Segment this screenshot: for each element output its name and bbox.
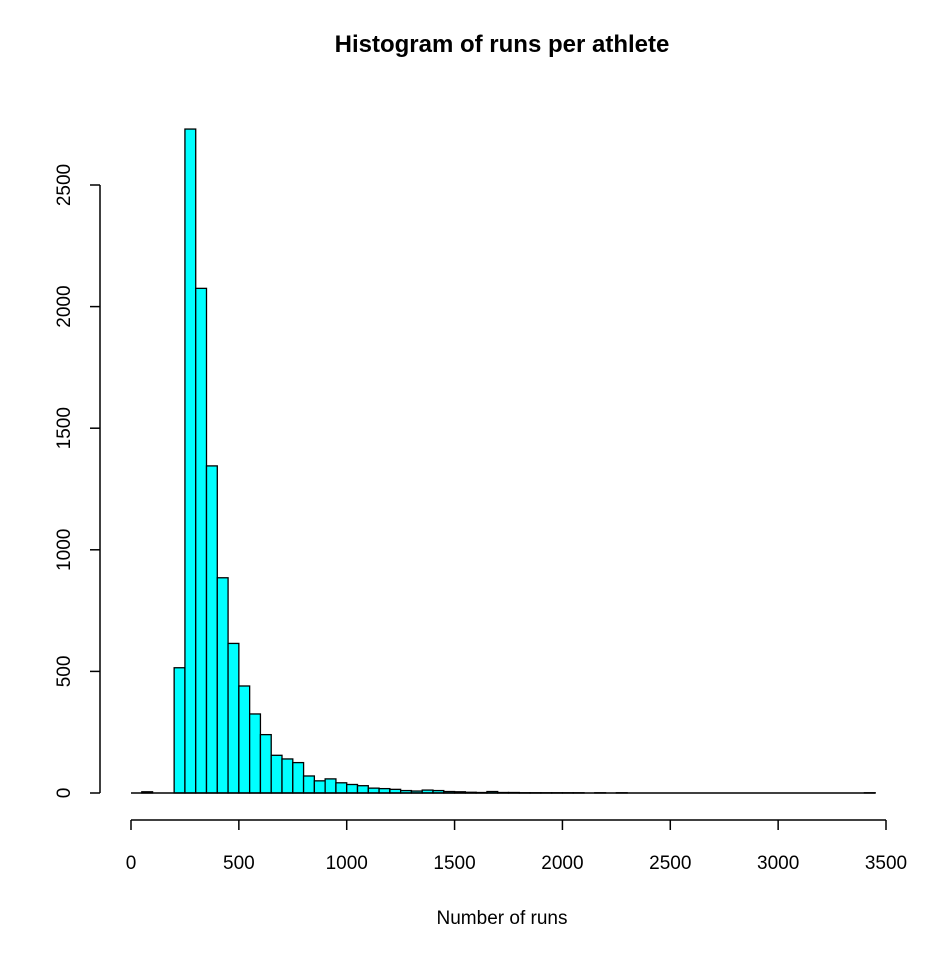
y-tick-label: 2000 [54,285,75,327]
histogram-bar [195,287,208,794]
histogram-bar [238,685,251,794]
chart-title: Histogram of runs per athlete [335,31,670,58]
histogram-bar [292,761,305,794]
histogram-bar [227,642,240,794]
x-tick-label: 2000 [541,853,583,874]
histogram-bar [356,785,369,794]
y-axis: 0 500 1000 1500 2000 2500 [54,164,101,799]
x-tick-label: 1000 [326,853,368,874]
x-tick-label: 2500 [649,853,691,874]
y-tick-label: 0 [54,788,75,799]
histogram-bar [184,128,197,794]
y-tick-label: 1000 [54,529,75,571]
histogram-bar [205,465,218,794]
x-axis: 0 500 1000 1500 2000 2500 3000 3500 [126,819,907,874]
histogram-bar [281,758,294,794]
x-tick-label: 0 [126,853,137,874]
bars-group [131,128,876,794]
x-tick-label: 500 [223,853,255,874]
x-tick-label: 3000 [757,853,799,874]
histogram-bar [324,778,337,794]
histogram-bar [173,667,186,794]
histogram-bar [346,783,359,794]
x-tick-label: 1500 [433,853,475,874]
y-tick-label: 1500 [54,407,75,449]
histogram-bar [248,713,262,794]
histogram-bar [313,780,326,794]
x-tick-label: 3500 [865,853,907,874]
histogram-bar [259,733,272,794]
histogram-bar [335,782,348,794]
y-tick-label: 500 [54,656,75,688]
y-tick-label: 2500 [54,164,75,206]
histogram-bar [216,577,229,794]
histogram-bar [270,754,283,794]
x-axis-label: Number of runs [437,908,568,929]
histogram-bar [302,775,316,794]
